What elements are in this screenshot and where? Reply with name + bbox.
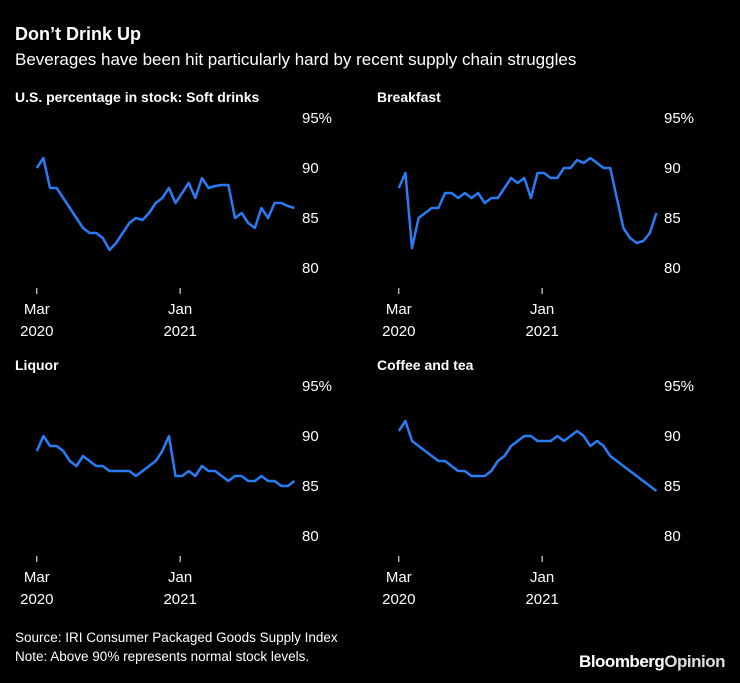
panel: Breakfast 80 85 90 95% Mar 2020 Jan 2021	[377, 89, 694, 340]
y-tick-label: 80	[302, 528, 319, 545]
y-tick-label: 80	[664, 260, 681, 277]
panel: Coffee and tea 80 85 90 95% Mar 2020 Jan 2021	[377, 357, 694, 608]
brand-name: Bloomberg	[579, 652, 664, 671]
x-tick-label: Mar 2020	[20, 569, 53, 608]
series-line	[397, 156, 658, 250]
y-tick-label: 85	[302, 210, 319, 227]
note: Note: Above 90% represents normal stock …	[15, 649, 309, 664]
panel-title: Breakfast	[377, 89, 441, 105]
x-tick-label: Jan 2021	[525, 569, 558, 608]
y-tick-label: 95%	[302, 110, 332, 127]
y-tick-label: 95%	[664, 110, 694, 127]
x-tick-label: Jan 2021	[163, 301, 196, 340]
y-tick-label: 90	[664, 428, 681, 445]
y-tick-label: 95%	[664, 378, 694, 395]
y-tick-label: 90	[664, 160, 681, 177]
x-tick-label: Jan 2021	[163, 569, 196, 608]
chart-subtitle: Beverages have been hit particularly har…	[15, 50, 576, 69]
series-line	[35, 434, 296, 488]
panel-title: Liquor	[15, 357, 59, 373]
x-tick-label: Jan 2021	[525, 301, 558, 340]
series-line	[397, 419, 658, 492]
panel: Liquor 80 85 90 95% Mar 2020 Jan 2021	[15, 357, 332, 608]
y-tick-label: 80	[302, 260, 319, 277]
y-tick-label: 90	[302, 160, 319, 177]
panel-title: U.S. percentage in stock: Soft drinks	[15, 89, 259, 105]
y-tick-label: 90	[302, 428, 319, 445]
y-tick-label: 95%	[302, 378, 332, 395]
series-line	[35, 156, 295, 252]
chart-title: Don’t Drink Up	[15, 24, 141, 44]
y-tick-label: 85	[664, 210, 681, 227]
y-tick-label: 80	[664, 528, 681, 545]
panel: U.S. percentage in stock: Soft drinks 80 8…	[15, 89, 332, 340]
x-tick-label: Mar 2020	[382, 569, 415, 608]
source: Source: IRI Consumer Packaged Goods Supp…	[15, 630, 338, 645]
y-tick-label: 85	[664, 478, 681, 495]
panel-title: Coffee and tea	[377, 357, 474, 373]
brand-section: Opinion	[664, 652, 725, 671]
y-tick-label: 85	[302, 478, 319, 495]
brand: BloombergOpinion	[579, 652, 725, 671]
x-tick-label: Mar 2020	[20, 301, 53, 340]
x-tick-label: Mar 2020	[382, 301, 415, 340]
